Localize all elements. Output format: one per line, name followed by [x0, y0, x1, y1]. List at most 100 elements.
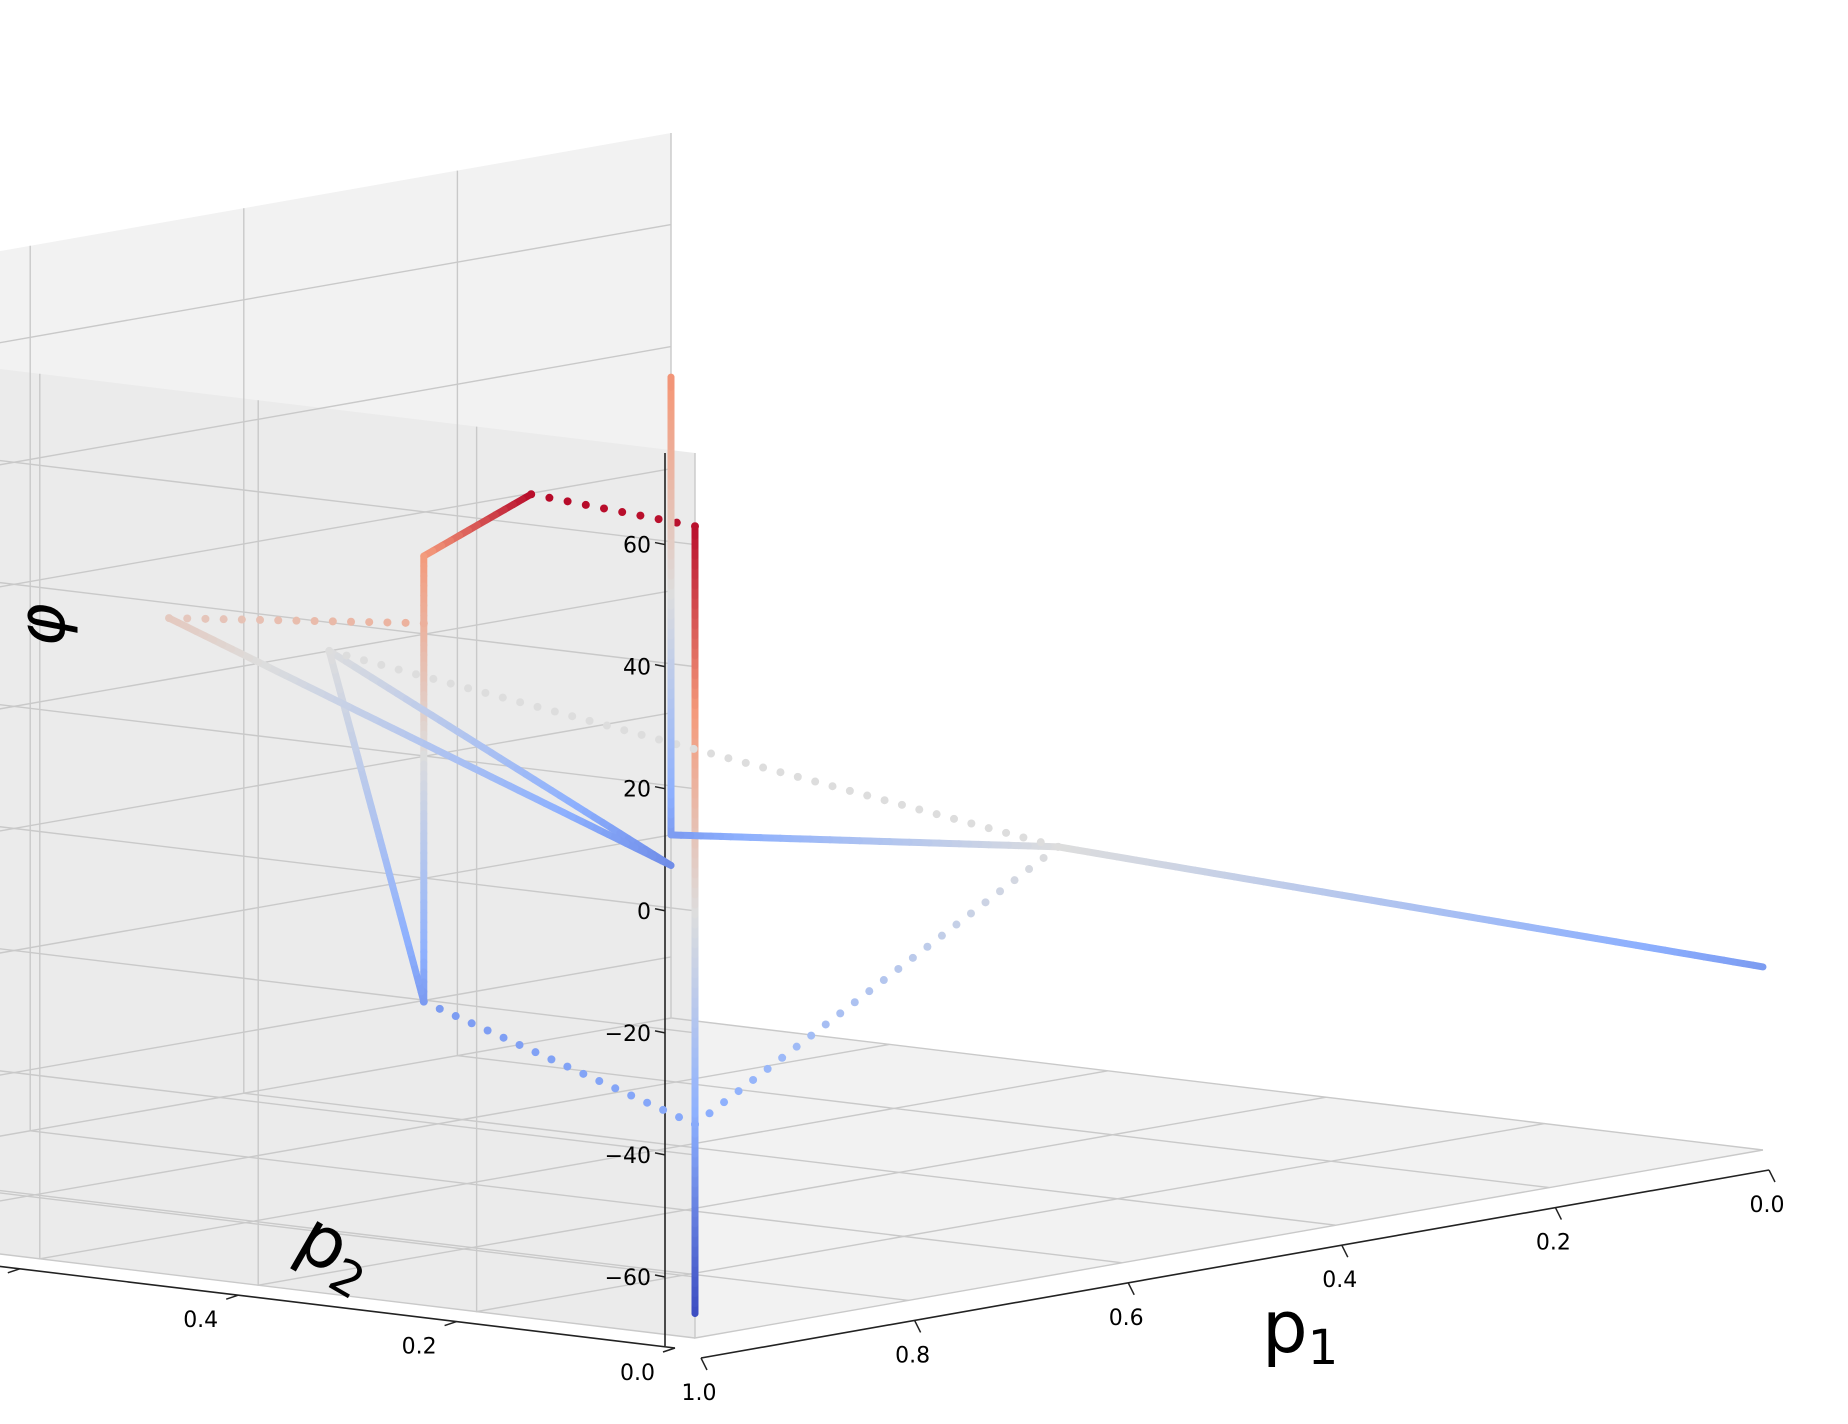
series-dot: [690, 745, 698, 753]
series-dot: [377, 661, 385, 669]
y-tick-label: 0.0: [620, 1361, 655, 1386]
series-dot: [603, 722, 611, 730]
series-dot: [881, 796, 889, 804]
x-tick-label: 0.8: [895, 1343, 930, 1368]
series-dot: [481, 689, 489, 697]
series-dot: [985, 824, 993, 832]
series-dot: [675, 1113, 683, 1121]
series-dot: [564, 497, 572, 505]
series-dot: [778, 1054, 786, 1062]
gridline-x: [671, 133, 1763, 1150]
series-dot: [360, 656, 368, 664]
series-dot: [499, 694, 507, 702]
series-dot: [749, 1076, 757, 1084]
series-dot: [611, 1084, 619, 1092]
series-dot: [724, 754, 732, 762]
series-dot: [325, 647, 333, 655]
series-dot: [464, 684, 472, 692]
series-dot: [547, 1055, 555, 1063]
series-dot: [759, 764, 767, 772]
series-dot: [909, 954, 917, 962]
y-tick-label: 0.4: [183, 1308, 218, 1333]
series-dot: [1040, 854, 1048, 862]
series-dot: [691, 522, 699, 530]
z-axis-label: φ: [3, 603, 80, 647]
series-dot: [238, 616, 246, 624]
series-dot: [627, 1091, 635, 1099]
series-dot: [365, 618, 373, 626]
series-dot: [183, 614, 191, 622]
series-dot: [452, 1012, 460, 1020]
series-dot: [933, 810, 941, 818]
series-dot: [829, 782, 837, 790]
series-dot: [938, 932, 946, 940]
series-dot: [643, 1099, 651, 1107]
y-tick-label: 0.2: [402, 1335, 437, 1360]
series-dot: [402, 619, 410, 627]
series-dot: [468, 1019, 476, 1027]
series-dot: [894, 965, 902, 973]
x-tick-mark: [915, 1320, 921, 1332]
series-dot: [568, 712, 576, 720]
z-tick-label: −60: [605, 1266, 651, 1291]
series-dot: [412, 670, 420, 678]
x-axis-label: p1: [1262, 1285, 1338, 1376]
series-dot: [343, 652, 351, 660]
series-dot: [707, 750, 715, 758]
series-dot: [600, 504, 608, 512]
series-dot: [691, 1120, 699, 1128]
series-dot: [863, 792, 871, 800]
series-dot: [967, 909, 975, 917]
series-dot: [952, 921, 960, 929]
series-dot: [851, 998, 859, 1006]
z-tick-label: 0: [637, 900, 651, 925]
series-dot: [500, 1034, 508, 1042]
x-tick-label: 0.2: [1536, 1231, 1571, 1256]
series-dot: [764, 1065, 772, 1073]
series-dot: [655, 515, 663, 523]
series-dot: [516, 698, 524, 706]
series-dot: [655, 736, 663, 744]
series-dot: [880, 976, 888, 984]
x-tick-mark: [1769, 1170, 1775, 1182]
series-dot: [807, 1032, 815, 1040]
x-tick-label: 1.0: [682, 1381, 717, 1406]
series-dot: [1025, 865, 1033, 873]
z-tick-label: 20: [623, 778, 651, 803]
series-dot: [898, 801, 906, 809]
series-dot: [811, 778, 819, 786]
series-dot: [420, 619, 428, 627]
z-tick-label: −40: [605, 1144, 651, 1169]
z-tick-label: −20: [605, 1022, 651, 1047]
series-dot: [776, 768, 784, 776]
series-dot: [967, 820, 975, 828]
series-dot: [516, 1041, 524, 1049]
series-dot: [579, 1070, 587, 1078]
x-axis-label-base: p: [1262, 1285, 1308, 1369]
series-dot: [436, 1005, 444, 1013]
series-dot: [220, 615, 228, 623]
series-dot: [1002, 829, 1010, 837]
series-dot: [620, 726, 628, 734]
series-dot: [923, 943, 931, 951]
y-tick-mark: [663, 1348, 675, 1352]
series-dot: [794, 773, 802, 781]
y-tick-mark: [8, 1269, 20, 1273]
series-dot: [950, 815, 958, 823]
series-dot: [636, 512, 644, 520]
x-tick-label: 0.0: [1750, 1193, 1785, 1218]
series-dot: [311, 617, 319, 625]
x-tick-label: 0.6: [1109, 1306, 1144, 1331]
series-dot: [915, 806, 923, 814]
series-dot: [1054, 843, 1062, 851]
series-dot: [865, 987, 873, 995]
series-dot: [720, 1098, 728, 1106]
series-dot: [484, 1027, 492, 1035]
series-dot: [735, 1087, 743, 1095]
x-tick-mark: [1555, 1208, 1561, 1220]
series-dot: [329, 617, 337, 625]
series-dot: [996, 887, 1004, 895]
series-dot: [447, 680, 455, 688]
